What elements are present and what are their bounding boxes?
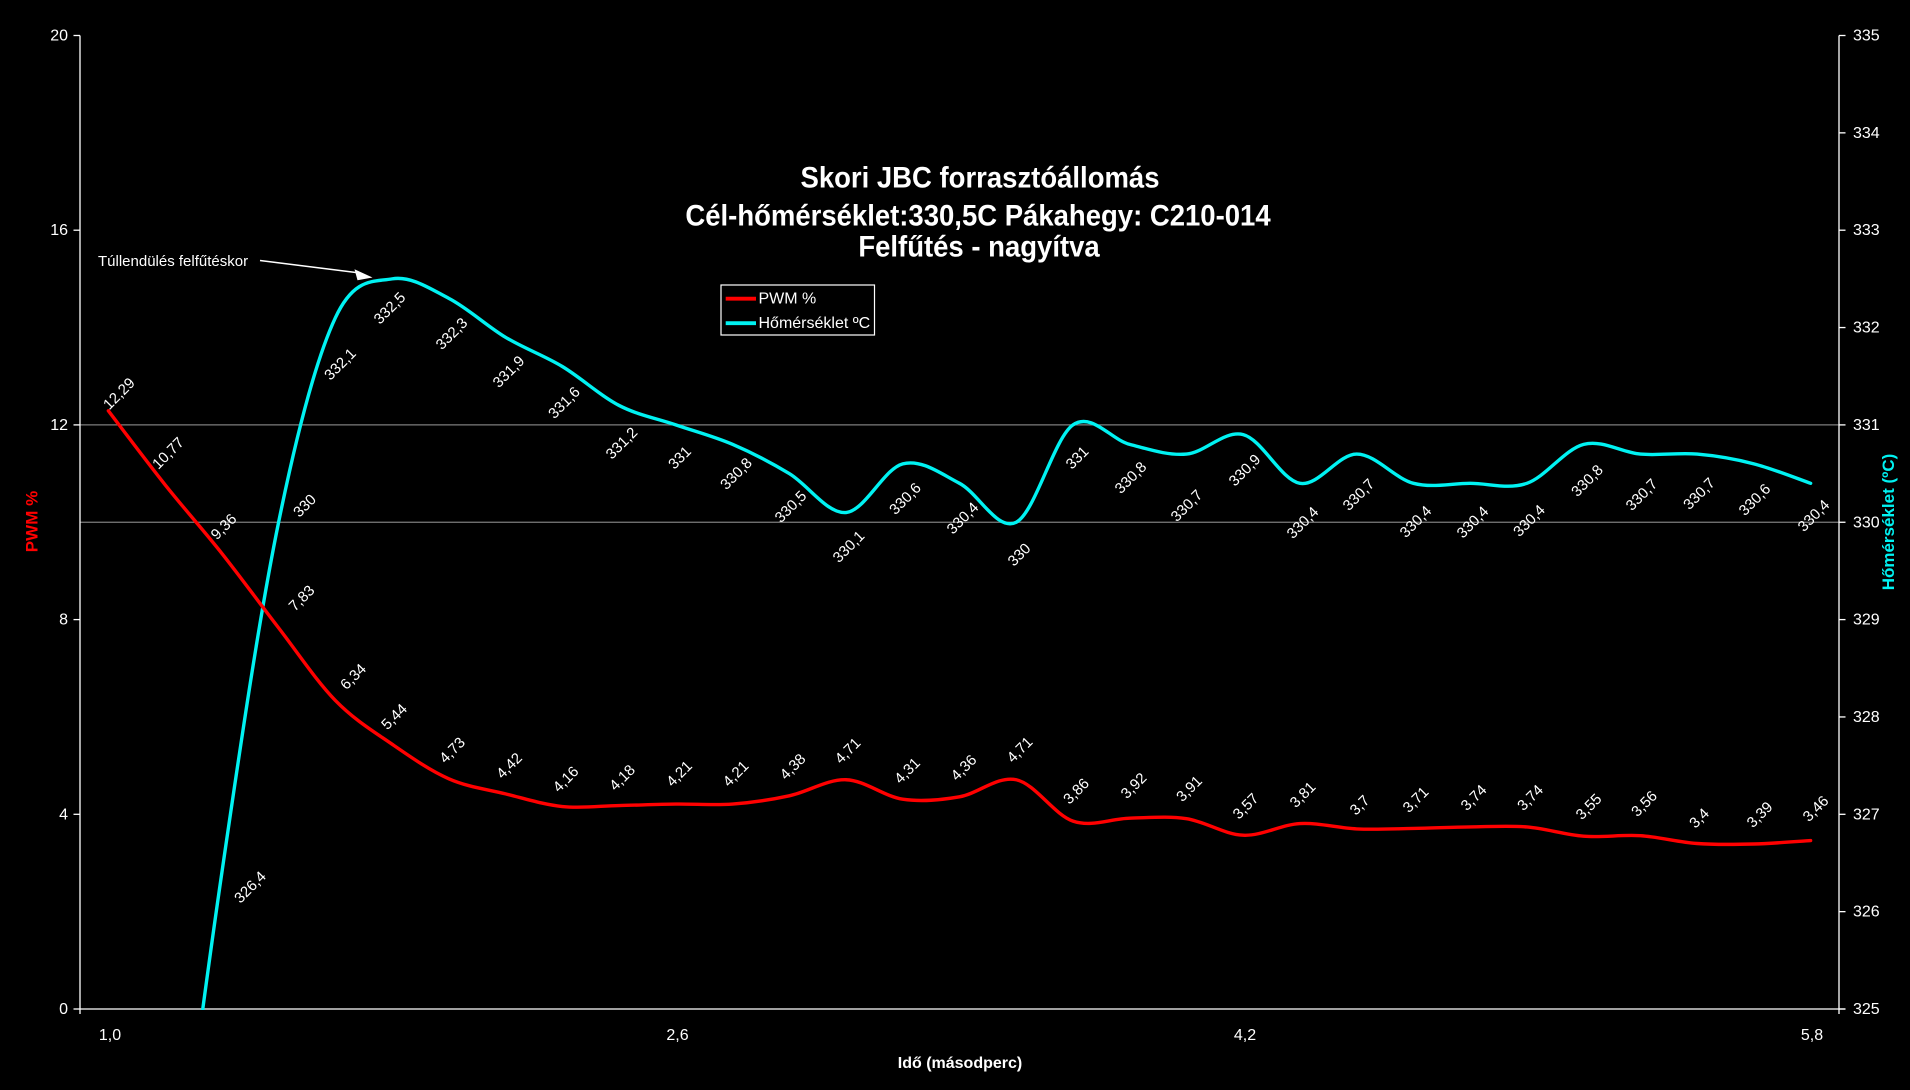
- svg-text:12: 12: [50, 417, 68, 434]
- svg-text:1,0: 1,0: [99, 1027, 121, 1044]
- svg-text:Cél-hőmérséklet:330,5C Pákaheg: Cél-hőmérséklet:330,5C Pákahegy: C210-01…: [685, 200, 1270, 233]
- svg-text:326: 326: [1853, 904, 1880, 921]
- svg-text:327: 327: [1853, 806, 1880, 823]
- svg-text:334: 334: [1853, 125, 1880, 142]
- svg-text:325: 325: [1853, 1001, 1880, 1018]
- svg-text:332: 332: [1853, 320, 1880, 337]
- svg-text:Felfűtés - nagyítva: Felfűtés - nagyítva: [858, 231, 1100, 264]
- svg-text:4: 4: [59, 806, 68, 823]
- svg-text:4,2: 4,2: [1234, 1027, 1256, 1044]
- svg-text:PWM %: PWM %: [23, 491, 42, 552]
- svg-text:Túllendülés felfűtéskor: Túllendülés felfűtéskor: [98, 253, 248, 270]
- svg-text:328: 328: [1853, 709, 1880, 726]
- svg-text:PWM %: PWM %: [759, 291, 817, 308]
- svg-text:329: 329: [1853, 612, 1880, 629]
- svg-text:5,8: 5,8: [1801, 1027, 1823, 1044]
- svg-text:333: 333: [1853, 222, 1880, 239]
- svg-text:20: 20: [50, 28, 68, 45]
- svg-text:Hőmérséklet (ºC): Hőmérséklet (ºC): [1879, 454, 1898, 591]
- svg-text:Hőmérséklet ºC: Hőmérséklet ºC: [759, 315, 871, 332]
- svg-text:2,6: 2,6: [666, 1027, 688, 1044]
- svg-text:Skori JBC forrasztóállomás: Skori JBC forrasztóállomás: [800, 162, 1159, 195]
- svg-text:16: 16: [50, 222, 68, 239]
- svg-text:Idő (másodperc): Idő (másodperc): [898, 1055, 1022, 1072]
- svg-text:330: 330: [1853, 514, 1880, 531]
- svg-text:331: 331: [1853, 417, 1880, 434]
- svg-text:0: 0: [59, 1001, 68, 1018]
- svg-text:335: 335: [1853, 28, 1880, 45]
- svg-text:8: 8: [59, 612, 68, 629]
